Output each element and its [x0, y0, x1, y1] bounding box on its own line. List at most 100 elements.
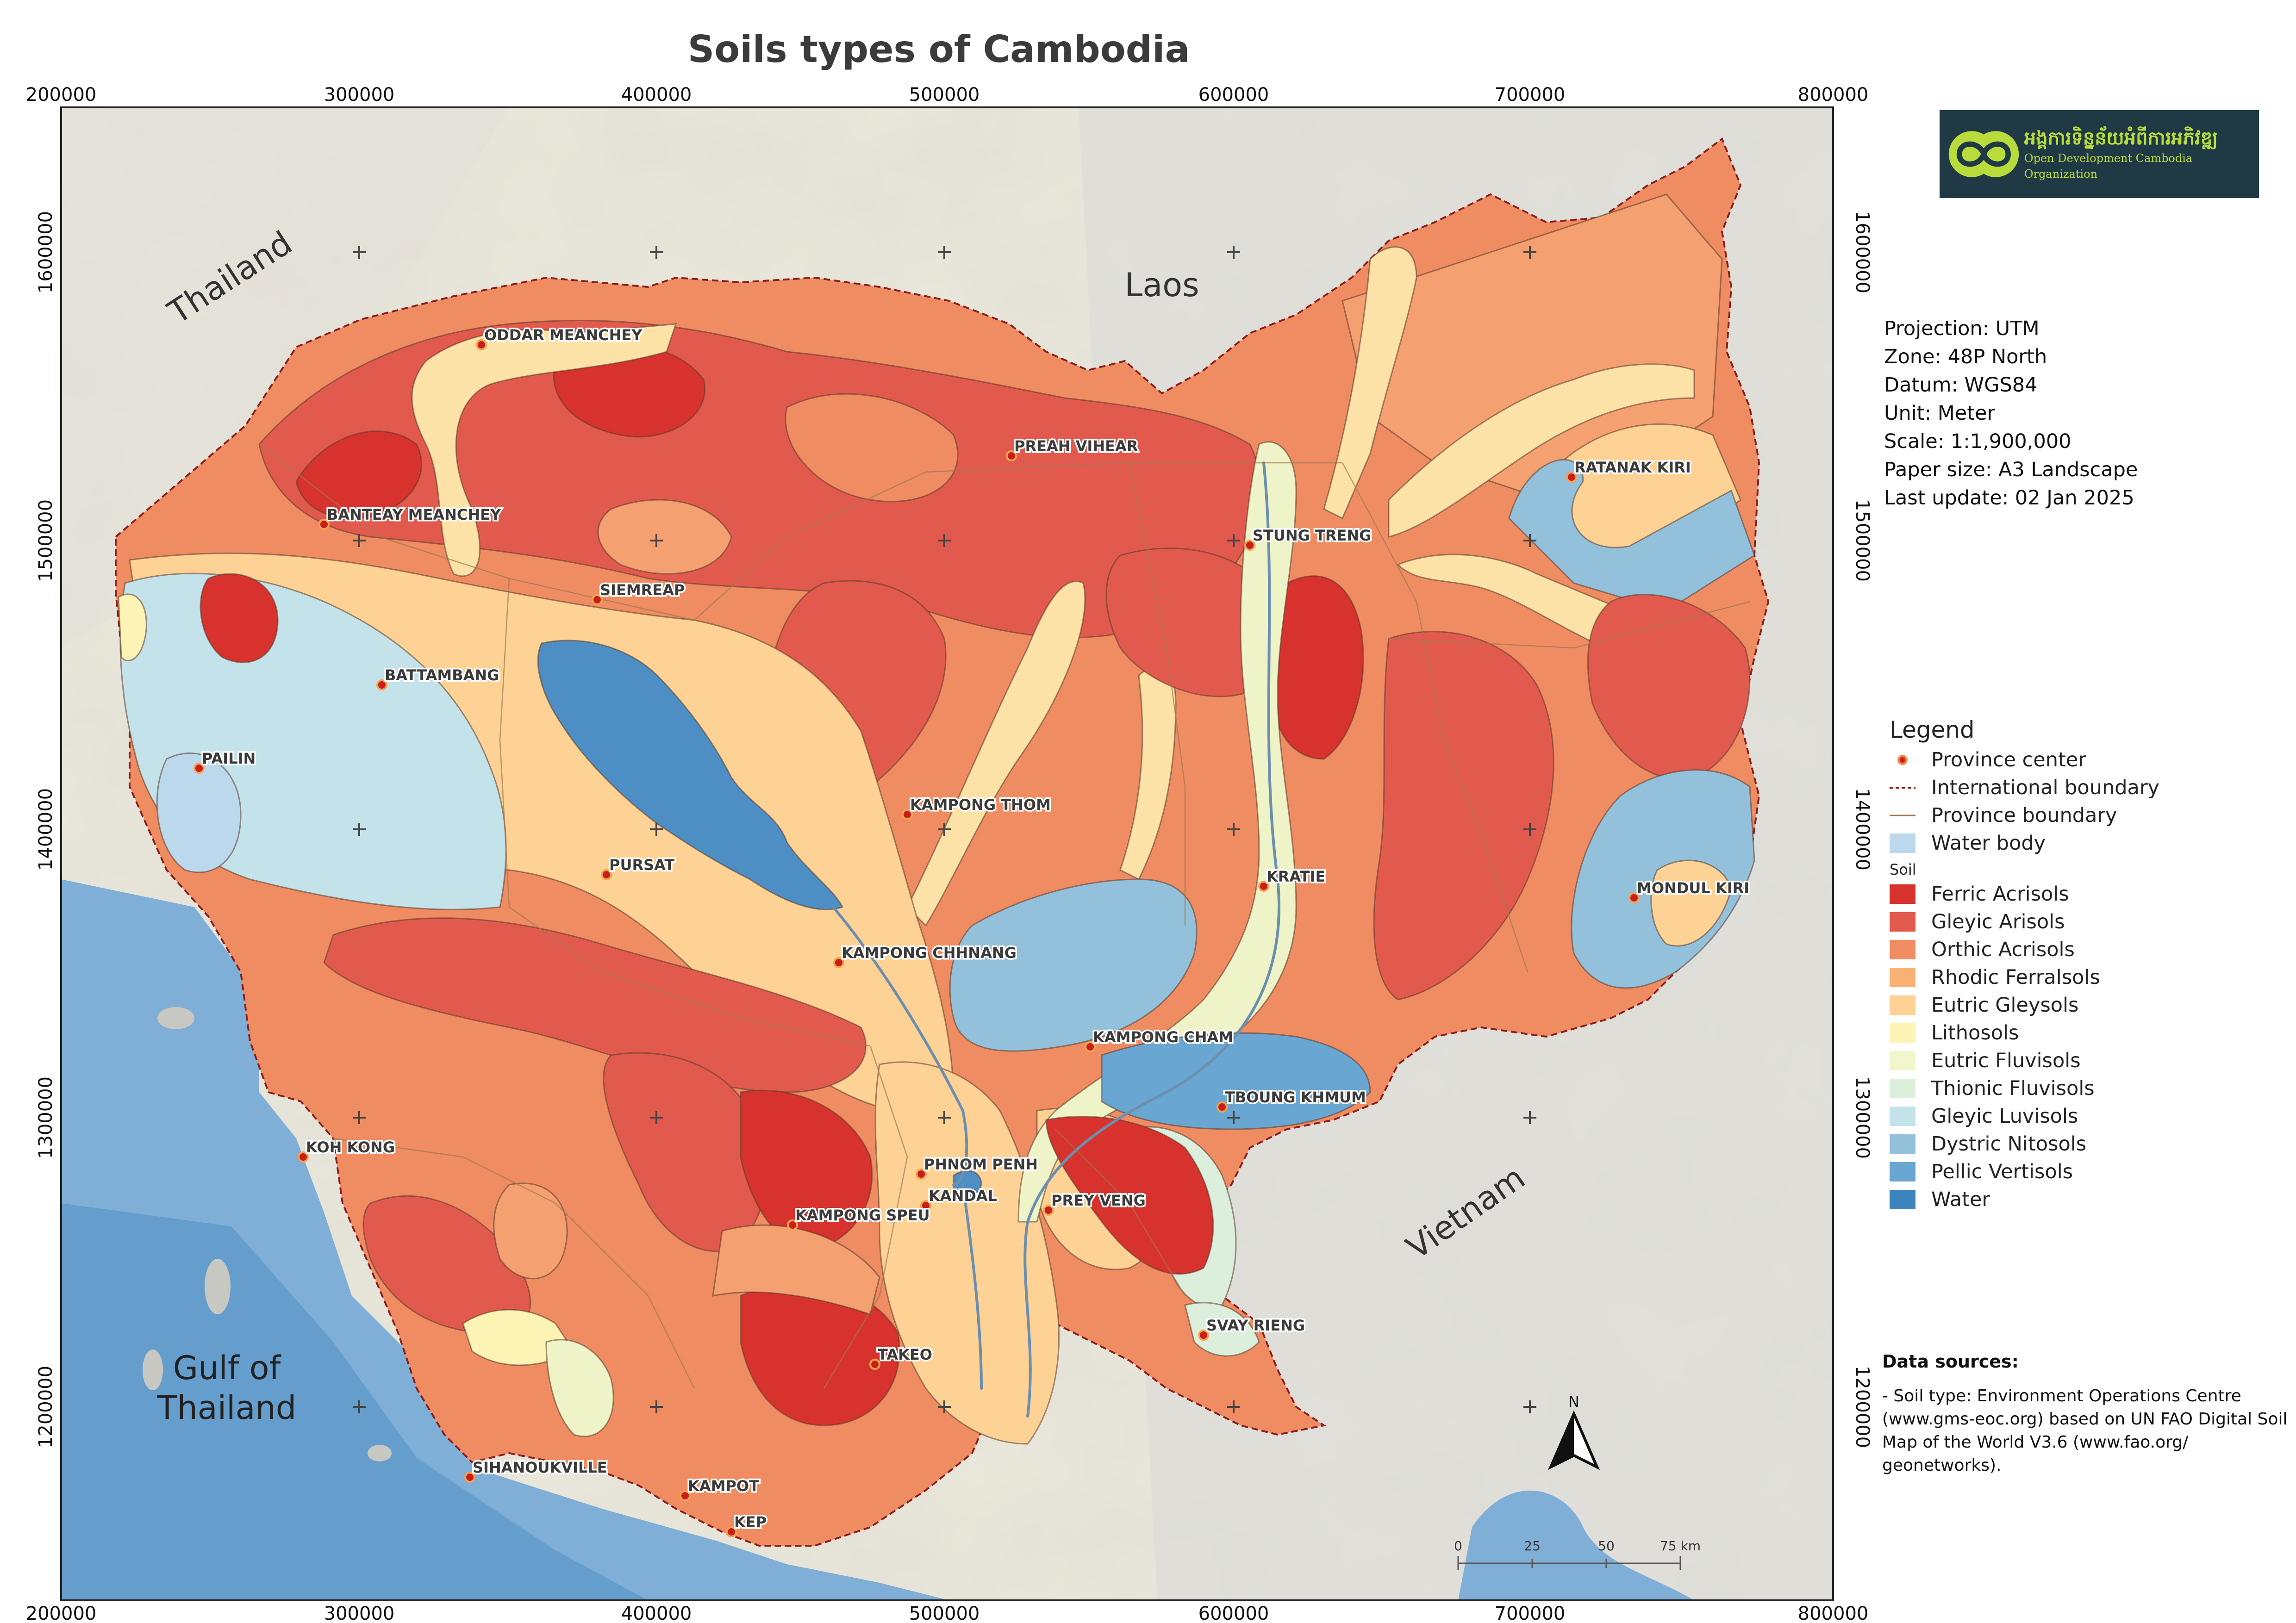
province-label: KANDAL — [929, 1187, 997, 1205]
soil-swatch — [1890, 884, 1915, 904]
soil-zone-orthic — [493, 1182, 568, 1280]
province-center-marker — [1043, 1205, 1054, 1216]
data-sources-title: Data sources: — [1882, 1351, 2019, 1372]
info-unit: Unit: Meter — [1884, 402, 1996, 425]
x-tick-label: 500000 — [909, 84, 980, 106]
graticule-cross — [650, 534, 663, 547]
legend: Legend Province center International bou… — [1890, 716, 2159, 1213]
province-label: SIHANOUKVILLE — [473, 1459, 607, 1476]
graticule-cross — [353, 1111, 366, 1124]
soil-zone-ferric-acrisols — [740, 1089, 873, 1250]
province-center-marker — [1258, 881, 1269, 892]
y-tick-label: 1600000 — [1852, 211, 1873, 293]
map-title: Soils types of Cambodia — [687, 28, 1190, 71]
legend-row-province-boundary: Province boundary — [1890, 802, 2159, 829]
province-center-marker — [902, 809, 913, 820]
country-label-laos: Laos — [1124, 266, 1199, 304]
graticule-cross — [650, 1400, 663, 1413]
province-label: PURSAT — [609, 856, 674, 874]
province-label: KAMPOT — [688, 1477, 759, 1495]
province-label: KAMPONG THOM — [910, 796, 1051, 814]
graticule-cross — [938, 1111, 951, 1124]
north-arrow-fill — [1551, 1414, 1574, 1467]
graticule-cross — [1523, 1111, 1536, 1124]
legend-soil-heading: Soil — [1890, 861, 1916, 878]
province-label: TAKEO — [878, 1346, 932, 1363]
island — [205, 1259, 231, 1314]
legend-label: Water body — [1931, 832, 2046, 855]
province-center-marker — [920, 1200, 931, 1211]
province-center-marker — [833, 957, 844, 968]
y-tick-label: 1600000 — [35, 211, 56, 293]
soil-zone-orthic — [785, 393, 959, 503]
province-center-marker — [298, 1151, 309, 1163]
province-boundary — [499, 578, 510, 908]
soil-zone-lithosols — [411, 323, 677, 577]
soil-zone-thionic-fluvisols — [1184, 1302, 1260, 1357]
bassac-river — [961, 1183, 983, 1390]
soil-swatch — [1890, 1190, 1915, 1209]
legend-label: Rhodic Ferralsols — [1931, 966, 2100, 989]
province-center-marker — [476, 339, 487, 350]
scale-label-50: 50 — [1598, 1538, 1615, 1554]
x-tick-label: 700000 — [1495, 1603, 1566, 1623]
graticule-cross — [938, 246, 951, 259]
legend-label: Gleyic Arisols — [1931, 910, 2065, 933]
graticule-cross — [1227, 1111, 1240, 1124]
province-boundary — [1388, 601, 1750, 649]
legend-label: Dystric Nitosols — [1931, 1132, 2087, 1156]
x-tick-label: 300000 — [324, 84, 395, 106]
island — [143, 1349, 163, 1390]
y-tick-label: 1200000 — [1852, 1366, 1873, 1448]
province-center-marker — [1198, 1330, 1209, 1341]
soil-zone-pellic-vertisols — [1101, 1032, 1371, 1130]
soil-swatch — [1890, 1162, 1915, 1181]
province-label: PREY VENG — [1051, 1192, 1146, 1209]
graticule-cross — [1227, 823, 1240, 836]
legend-label: Water — [1931, 1188, 1990, 1211]
organization-logo: អង្គការទិន្នន័យអំពីការអភិវឌ្ឍ Open Devel… — [1940, 110, 2259, 198]
province-label: PREAH VIHEAR — [1014, 437, 1138, 455]
province-center-marker — [1085, 1041, 1096, 1052]
soil-zone-eutric-fluvisols — [545, 1339, 614, 1437]
soil-swatch — [1890, 940, 1915, 959]
province-label: KRATIE — [1267, 868, 1325, 885]
solid-line-icon — [1890, 806, 1915, 825]
graticule-cross — [1227, 1400, 1240, 1413]
map-info: Projection: UTM Zone: 48P North Datum: W… — [1884, 315, 2138, 512]
soil-swatch — [1890, 912, 1915, 932]
legend-row-soil: Eutric Fluvisols — [1890, 1047, 2159, 1075]
x-tick-label: 300000 — [324, 1603, 395, 1623]
province-center-marker — [1628, 892, 1640, 903]
logo-khmer-text: អង្គការទិន្នន័យអំពីការអភិវឌ្ឍ — [2024, 128, 2218, 149]
water-body-swatch — [1890, 833, 1915, 853]
scale-label-0: 0 — [1454, 1538, 1462, 1554]
soil-swatch — [1890, 1079, 1915, 1098]
graticule-cross — [1523, 534, 1536, 547]
y-tick-label: 1300000 — [1852, 1076, 1873, 1159]
graticule-cross — [650, 1111, 663, 1124]
soil-zone-lithosols — [906, 580, 1086, 927]
legend-label: Lithosols — [1931, 1021, 2019, 1045]
graticule — [353, 246, 1536, 1413]
soil-zone-eutric-gleysols — [1650, 859, 1732, 947]
soil-zones — [118, 193, 1755, 1445]
legend-row-soil: Orthic Acrisols — [1890, 936, 2159, 964]
legend-label: Province center — [1931, 748, 2086, 771]
soil-swatch — [1890, 968, 1915, 987]
legend-row-soil: Pellic Vertisols — [1890, 1158, 2159, 1186]
province-center-marker — [726, 1526, 737, 1537]
x-axis-bottom: 200000 300000 400000 500000 600000 700000 8000… — [26, 1603, 1869, 1623]
legend-label: International boundary — [1931, 776, 2159, 799]
graticule-cross — [1523, 823, 1536, 836]
province-center-marker — [592, 594, 603, 605]
legend-title: Legend — [1890, 716, 1975, 743]
info-scale: Scale: 1:1,900,000 — [1884, 430, 2071, 453]
province-boundary — [694, 462, 1342, 621]
soil-swatch — [1890, 995, 1915, 1015]
province-label: PHNOM PENH — [924, 1156, 1038, 1173]
soil-swatch — [1890, 1107, 1915, 1126]
province-center-marker — [1006, 450, 1017, 461]
x-tick-label: 700000 — [1495, 84, 1566, 106]
